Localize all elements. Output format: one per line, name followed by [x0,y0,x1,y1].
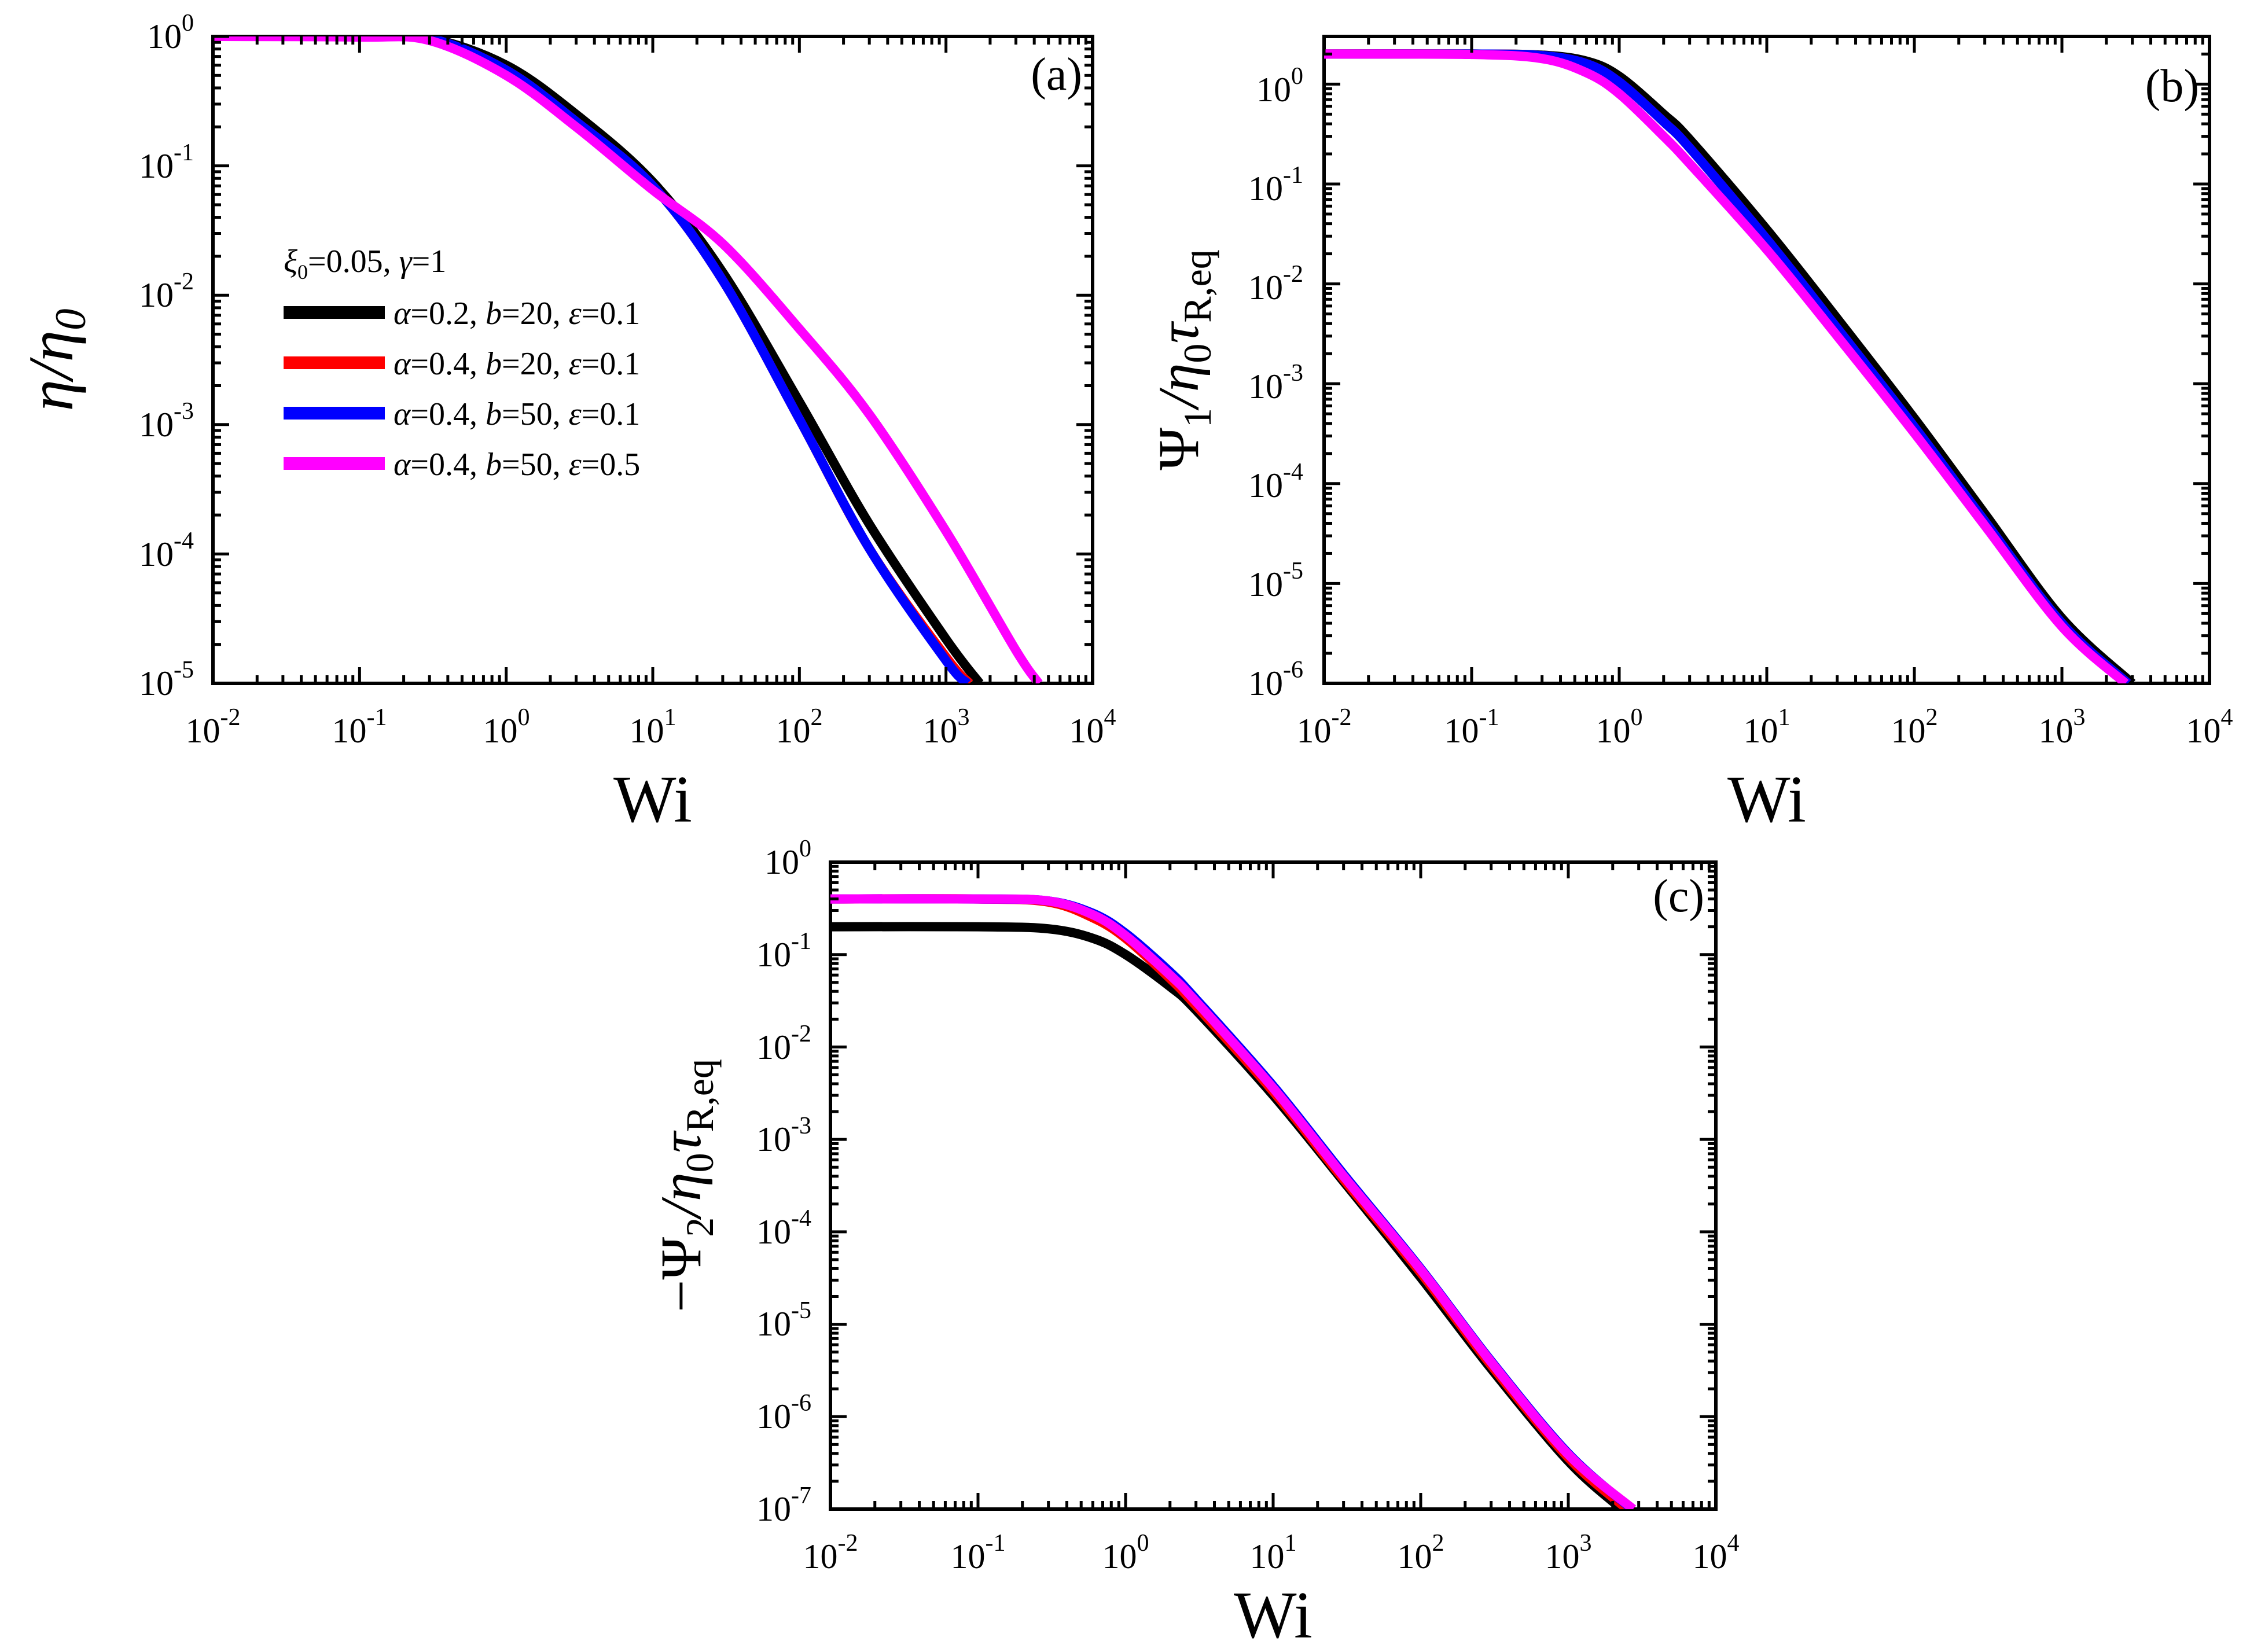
x-tick-label: 104 [1693,1530,1740,1576]
panel-label-a: (a) [1031,49,1082,100]
tick-layer-c [829,860,1718,1511]
legend-item: α=0.2, b=20, ε=0.1 [284,296,640,332]
series-layer-a [213,36,1043,683]
series-line [1324,49,2131,683]
series-line [830,894,1630,1509]
y-tick-label: 10-2 [756,1021,811,1066]
x-tick-labels-a: 10-2 10-1 100 101 102 103 104 [186,704,1116,750]
series-line [1324,49,2129,683]
legend-label: α=0.4, b=20, ε=0.1 [394,346,640,382]
y-tick-labels-c: 10-7 10-6 10-5 10-4 10-3 10-2 10-1 100 [756,836,811,1528]
x-tick-label: 10-1 [1444,704,1499,750]
x-tick-label: 100 [483,704,530,750]
x-axis-title-a: Wi [613,763,692,836]
x-tick-label: 103 [2039,704,2086,750]
tick-layer-b [1322,35,2211,685]
legend-item: α=0.4, b=50, ε=0.1 [284,396,640,432]
y-tick-label: 10-6 [756,1390,811,1436]
y-tick-label: 10-5 [1248,558,1303,604]
x-tick-label: 102 [1398,1530,1444,1576]
x-tick-label: 104 [2186,704,2233,750]
y-tick-label: 10-4 [1248,459,1303,505]
x-axis-title-c: Wi [1234,1579,1312,1652]
series-line [830,894,1637,1509]
x-tick-label: 104 [1069,704,1116,750]
y-tick-label: 10-2 [139,268,194,314]
x-tick-label: 101 [1744,704,1791,750]
series-layer-b [1324,49,2136,683]
panel-label-c: (c) [1653,871,1704,922]
series-layer-c [830,894,1637,1509]
y-tick-label: 10-4 [139,528,194,573]
x-tick-label: 10-2 [186,704,241,750]
x-tick-label: 10-1 [332,704,387,750]
x-tick-label: 103 [1545,1530,1592,1576]
y-axis-title-a: η/η0 [16,308,95,411]
y-tick-label: 10-2 [1248,261,1303,307]
x-tick-label: 100 [1102,1530,1149,1576]
x-tick-labels-b: 10-2 10-1 100 101 102 103 104 [1297,704,2233,750]
legend-item: α=0.4, b=50, ε=0.5 [284,447,640,483]
legend: ξ0=0.05, γ=1 α=0.2, b=20, ε=0.1 α=0.4, b… [284,244,640,483]
y-tick-label: 10-6 [1248,657,1303,702]
y-tick-label: 10-7 [756,1482,811,1528]
y-tick-label: 10-3 [1248,360,1303,406]
panel-b: (b) 10-2 10-1 100 101 102 103 104 10-6 1… [1146,35,2233,836]
y-axis-title-b: Ψ1/η0τR,eq [1146,249,1219,470]
series-line [830,922,1625,1509]
y-tick-labels-a: 10-5 10-4 10-3 10-2 10-1 100 [139,10,194,702]
panel-c: (c) 10-2 10-1 100 101 102 103 104 10-7 1… [649,836,1740,1652]
y-tick-label: 10-3 [756,1113,811,1158]
y-axis-title-c: −Ψ2/η0τR,eq [649,1059,722,1312]
y-tick-label: 10-5 [756,1297,811,1343]
series-line [1324,49,2136,683]
x-tick-label: 103 [923,704,970,750]
panel-label-b: (b) [2145,61,2199,112]
series-line [213,36,1043,683]
tick-layer-a [211,35,1094,685]
plot-frame-c [829,860,1718,1511]
y-tick-label: 100 [1256,63,1303,109]
series-line [830,894,1635,1509]
plot-frame-b [1322,35,2211,685]
legend-label: α=0.2, b=20, ε=0.1 [394,296,640,332]
y-tick-label: 10-1 [1248,162,1303,208]
legend-label: α=0.4, b=50, ε=0.1 [394,396,640,432]
y-tick-label: 100 [147,10,194,56]
x-tick-label: 100 [1596,704,1643,750]
x-tick-label: 101 [1250,1530,1297,1576]
x-tick-label: 102 [1891,704,1938,750]
x-tick-label: 10-1 [951,1530,1006,1576]
series-line [1324,49,2131,683]
legend-header: ξ0=0.05, γ=1 [284,244,446,284]
x-tick-labels-c: 10-2 10-1 100 101 102 103 104 [803,1530,1740,1576]
x-tick-label: 10-2 [803,1530,858,1576]
y-tick-label: 10-1 [139,139,194,185]
y-tick-label: 100 [764,836,811,881]
y-tick-label: 10-4 [756,1205,811,1251]
y-tick-labels-b: 10-6 10-5 10-4 10-3 10-2 10-1 100 [1248,63,1303,702]
y-tick-label: 10-5 [139,657,194,702]
x-tick-label: 10-2 [1297,704,1352,750]
x-tick-label: 102 [776,704,823,750]
y-tick-label: 10-1 [756,928,811,974]
legend-label: α=0.4, b=50, ε=0.5 [394,447,640,483]
y-tick-label: 10-3 [139,398,194,444]
x-tick-label: 101 [630,704,677,750]
panel-a: (a) 10-2 10-1 100 101 102 103 104 10-5 1… [16,10,1116,836]
legend-item: α=0.4, b=20, ε=0.1 [284,346,640,382]
x-axis-title-b: Wi [1727,763,1806,836]
